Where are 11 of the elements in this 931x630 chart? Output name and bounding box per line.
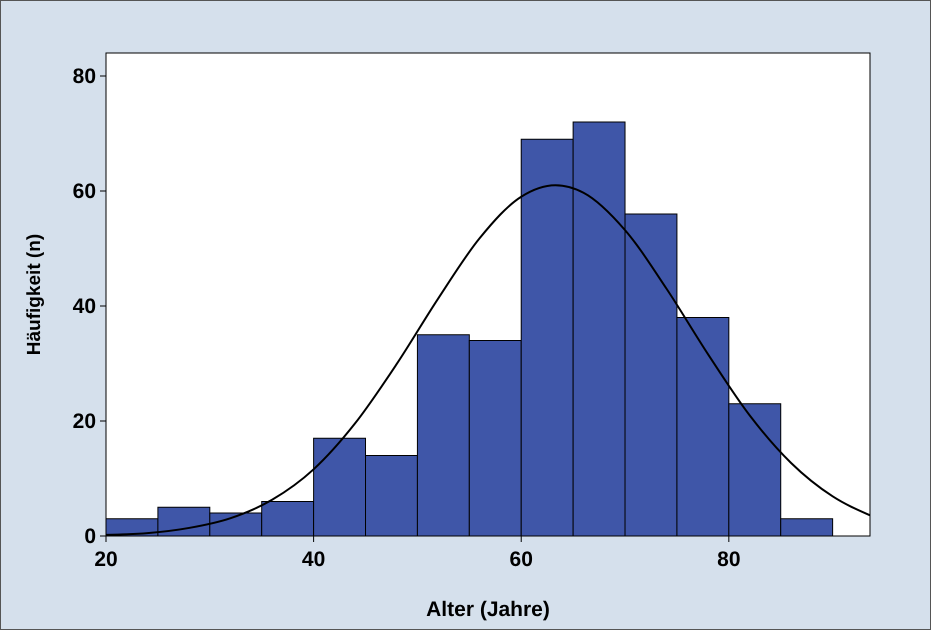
x-tick-label: 20 [94, 548, 118, 571]
x-tick-label: 40 [302, 548, 326, 571]
y-tick-label: 60 [72, 180, 96, 203]
x-tick-label: 80 [717, 548, 741, 571]
y-tick-label: 0 [84, 525, 96, 548]
y-tick-label: 40 [72, 295, 96, 318]
x-tick-label: 60 [510, 548, 533, 571]
y-axis-title: Häufigkeit (n) [24, 234, 45, 356]
x-axis-title: Alter (Jahre) [426, 598, 550, 621]
y-tick-label: 80 [72, 65, 96, 88]
y-tick-label: 20 [72, 410, 96, 433]
